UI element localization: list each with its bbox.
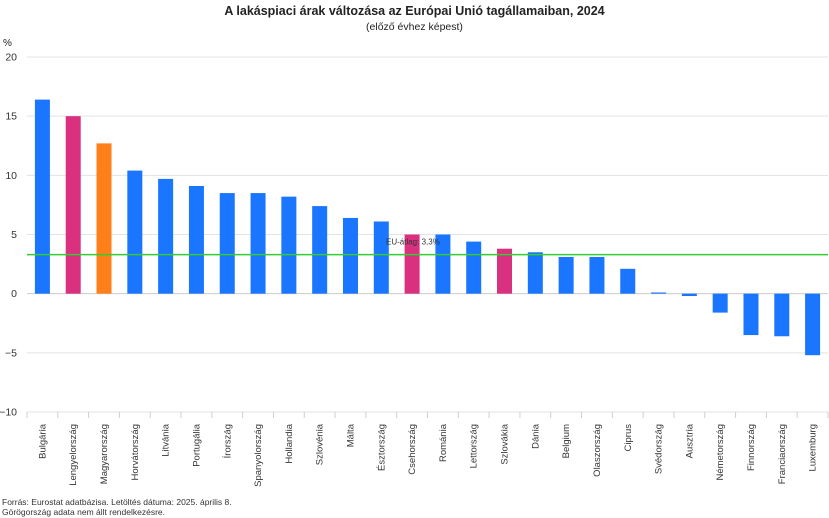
bar-19[interactable]: [589, 256, 605, 294]
bar-16[interactable]: [497, 248, 513, 294]
y-axis-ticks: 20 15 10 5 0 −5 −10: [0, 52, 17, 419]
bar-13[interactable]: [404, 234, 420, 294]
chart-title: A lakáspiaci árak változása az Európai U…: [224, 4, 605, 18]
y-tick-label: 15: [5, 111, 17, 123]
reference-line-group: EU-átlag: 3,3%: [27, 238, 828, 256]
x-tick-label: Ciprus: [623, 424, 634, 452]
bar-4[interactable]: [127, 170, 143, 294]
x-tick-label: Hollandia: [284, 423, 295, 463]
x-tick-label: Lettország: [469, 424, 480, 468]
x-tick-label: Luxemburg: [808, 424, 819, 472]
bar-chart: 20 15 10 5 0 −5 −10 Bulgária Lengyelország Magya…: [0, 52, 829, 487]
y-tick-label: −5: [5, 347, 17, 359]
x-tick-label: Spanyolország: [253, 424, 264, 487]
bar-12[interactable]: [373, 221, 389, 294]
y-tick-label: 10: [5, 170, 17, 182]
eu-average-label: EU-átlag: 3,3%: [386, 238, 440, 247]
y-tick-label: −10: [0, 407, 17, 419]
x-tick-label: Írország: [222, 424, 233, 458]
x-axis-labels: Bulgária Lengyelország Magyarország Horváto…: [37, 423, 818, 487]
bar-5[interactable]: [158, 178, 174, 294]
x-tick-label: Belgium: [561, 424, 572, 458]
x-tick-label: Horvátország: [130, 424, 141, 481]
bar-9[interactable]: [281, 196, 297, 294]
x-tick-label: Csehország: [407, 424, 418, 475]
x-tick-label: Lengyelország: [68, 424, 79, 486]
x-tick-label: Ausztria: [684, 423, 695, 458]
y-axis-unit: %: [3, 38, 12, 49]
bar-10[interactable]: [312, 206, 328, 294]
bar-17[interactable]: [527, 252, 543, 294]
bar-15[interactable]: [466, 241, 482, 294]
x-tick-label: Svédország: [654, 424, 665, 474]
bar-8[interactable]: [250, 193, 266, 294]
bar-7[interactable]: [219, 193, 235, 294]
x-tick-label: Finnország: [746, 424, 757, 471]
missing-data-note: Görögország adata nem állt rendelkezésre…: [2, 507, 166, 517]
bar-2[interactable]: [65, 116, 81, 294]
x-tick-label: Málta: [345, 423, 356, 447]
x-tick-label: Szlovénia: [315, 423, 326, 465]
y-tick-label: 5: [11, 229, 17, 241]
chart-subtitle: (előző évhez képest): [366, 21, 463, 33]
x-tick-label: Franciaország: [777, 424, 788, 484]
x-tick-label: Litvánia: [161, 423, 172, 456]
bars: [34, 99, 821, 356]
bar-22[interactable]: [681, 293, 697, 297]
bar-21[interactable]: [651, 292, 667, 294]
y-tick-label: 20: [5, 52, 17, 64]
x-tick-label: Dánia: [530, 423, 541, 449]
bar-11[interactable]: [342, 217, 358, 294]
bar-18[interactable]: [558, 256, 574, 294]
bar-6[interactable]: [188, 185, 204, 294]
x-tick-label: Olaszország: [592, 424, 603, 477]
source-note: Forrás: Eurostat adatbázisa. Letöltés dá…: [2, 497, 232, 507]
bar-26[interactable]: [805, 293, 821, 356]
bar-14[interactable]: [435, 234, 451, 294]
bar-23[interactable]: [712, 293, 728, 313]
bar-1[interactable]: [34, 99, 50, 294]
bar-3[interactable]: [96, 143, 112, 294]
x-tick-label: Észtország: [376, 424, 387, 471]
x-tick-label: Románia: [438, 423, 449, 462]
x-tick-label: Portugália: [191, 423, 202, 466]
bar-25[interactable]: [774, 293, 790, 337]
x-tick-label: Németország: [715, 424, 726, 481]
y-tick-label: 0: [11, 288, 17, 300]
bar-24[interactable]: [743, 293, 759, 336]
x-tick-label: Magyarország: [99, 424, 110, 484]
x-tick-label: Szlovákia: [500, 423, 511, 464]
x-tick-label: Bulgária: [37, 423, 48, 459]
bar-20[interactable]: [620, 268, 636, 294]
